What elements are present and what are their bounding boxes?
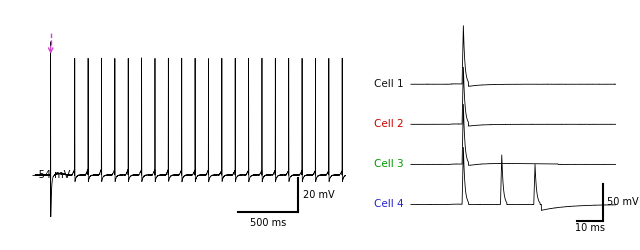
Text: 20 mV: 20 mV <box>303 190 335 200</box>
Text: 10 ms: 10 ms <box>575 224 605 234</box>
Text: Cell 3: Cell 3 <box>374 160 403 170</box>
Text: Cell 1: Cell 1 <box>374 79 403 89</box>
Text: 500 ms: 500 ms <box>250 218 286 228</box>
Text: Cell 4: Cell 4 <box>374 200 403 209</box>
Text: - 54 mV: - 54 mV <box>31 170 70 180</box>
Text: 50 mV: 50 mV <box>607 197 638 207</box>
Text: Cell 2: Cell 2 <box>374 119 403 129</box>
